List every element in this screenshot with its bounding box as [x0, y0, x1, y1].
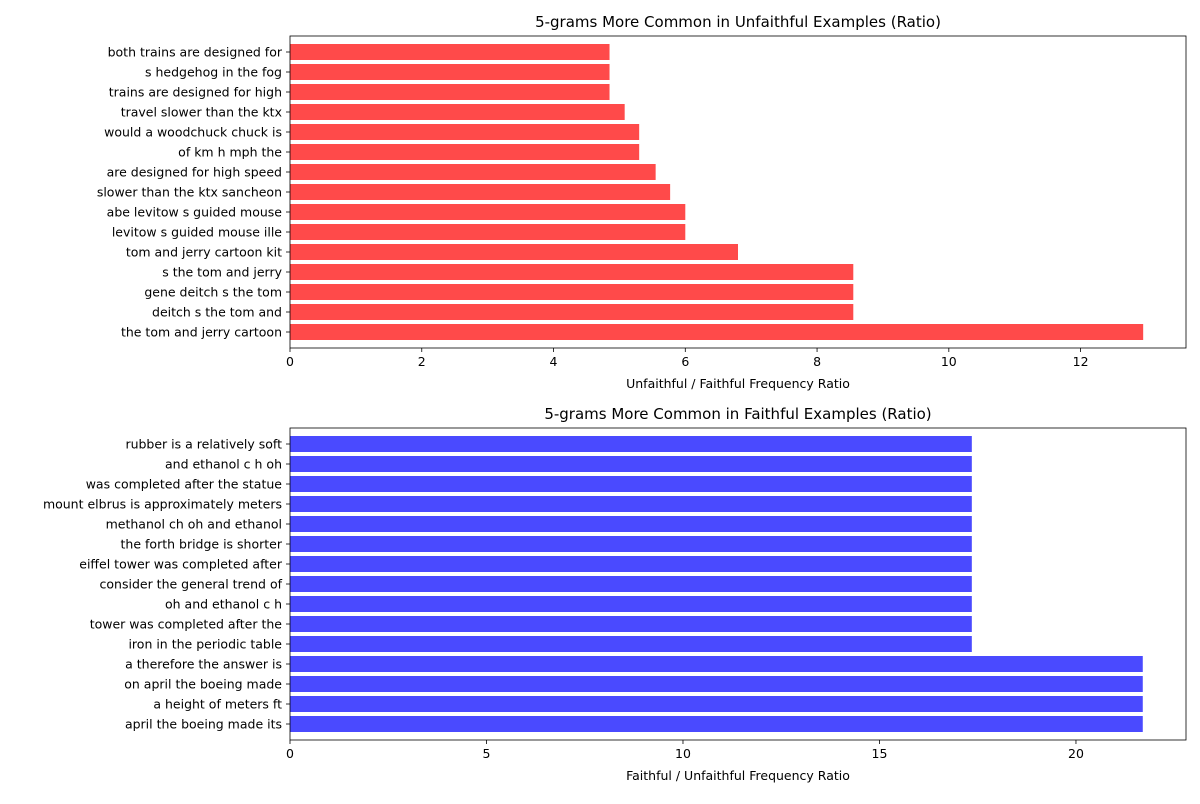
faithful-bar — [290, 696, 1143, 712]
faithful-x-tick-label: 5 — [483, 746, 491, 761]
unfaithful-axes-frame — [289, 35, 1187, 349]
unfaithful-y-tick-label: would a woodchuck chuck is — [104, 125, 282, 140]
faithful-y-tick-label: was completed after the statue — [86, 477, 283, 492]
faithful-y-tick-label: mount elbrus is approximately meters — [43, 497, 282, 512]
unfaithful-x-tick-label: 12 — [1073, 354, 1089, 369]
faithful-bar — [290, 436, 972, 452]
faithful-y-tick-label: methanol ch oh and ethanol — [106, 517, 282, 532]
unfaithful-bar — [290, 264, 854, 280]
unfaithful-chart-title: 5-grams More Common in Unfaithful Exampl… — [535, 13, 941, 31]
unfaithful-x-tick-label: 0 — [286, 354, 294, 369]
faithful-x-tick-label: 20 — [1068, 746, 1084, 761]
unfaithful-x-axis-label: Unfaithful / Faithful Frequency Ratio — [626, 376, 850, 391]
faithful-bar — [290, 716, 1143, 732]
unfaithful-y-tick-label: levitow s guided mouse ille — [112, 225, 282, 240]
faithful-y-tick-label: a height of meters ft — [153, 697, 282, 712]
unfaithful-bar — [290, 164, 656, 180]
unfaithful-bar — [290, 104, 625, 120]
faithful-y-tick-label: consider the general trend of — [100, 577, 283, 592]
unfaithful-x-tick-label: 10 — [941, 354, 957, 369]
unfaithful-bar — [290, 284, 854, 300]
unfaithful-bar — [290, 64, 610, 80]
faithful-bar — [290, 636, 972, 652]
unfaithful-bar — [290, 44, 610, 60]
unfaithful-bar — [290, 124, 640, 140]
faithful-bar — [290, 576, 972, 592]
faithful-bar — [290, 616, 972, 632]
faithful-bar — [290, 516, 972, 532]
unfaithful-bar — [290, 304, 854, 320]
unfaithful-x-tick-label: 4 — [550, 354, 558, 369]
faithful-y-tick-label: the forth bridge is shorter — [121, 537, 283, 552]
unfaithful-y-tick-label: abe levitow s guided mouse — [107, 205, 283, 220]
faithful-ratio-chart: april the boeing made its a height of met… — [43, 405, 1187, 783]
faithful-axes-frame — [289, 427, 1187, 741]
faithful-y-tick-label: iron in the periodic table — [128, 637, 282, 652]
faithful-x-tick-label: 15 — [872, 746, 888, 761]
unfaithful-bar — [290, 224, 686, 240]
faithful-x-tick-label: 10 — [675, 746, 691, 761]
unfaithful-y-tick-label: slower than the ktx sancheon — [97, 185, 282, 200]
unfaithful-y-tick-label: s hedgehog in the fog — [145, 65, 282, 80]
unfaithful-y-tick-label: travel slower than the ktx — [121, 105, 282, 120]
faithful-bar — [290, 596, 972, 612]
faithful-chart-title: 5-grams More Common in Faithful Examples… — [544, 405, 931, 423]
faithful-y-tick-label: on april the boeing made — [124, 677, 282, 692]
unfaithful-y-tick-label: are designed for high speed — [107, 165, 282, 180]
unfaithful-y-tick-label: of km h mph the — [178, 145, 282, 160]
faithful-x-tick-label: 0 — [286, 746, 294, 761]
faithful-bar — [290, 676, 1143, 692]
faithful-bar — [290, 456, 972, 472]
unfaithful-y-tick-label: deitch s the tom and — [152, 305, 282, 320]
unfaithful-bar — [290, 184, 671, 200]
unfaithful-y-tick-label: gene deitch s the tom — [144, 285, 282, 300]
unfaithful-bar — [290, 244, 738, 260]
faithful-y-tick-label: tower was completed after the — [90, 617, 283, 632]
faithful-bar — [290, 496, 972, 512]
faithful-y-tick-label: april the boeing made its — [125, 717, 282, 732]
faithful-y-tick-label: rubber is a relatively soft — [125, 437, 282, 452]
faithful-bar — [290, 536, 972, 552]
unfaithful-ratio-chart: the tom and jerry cartoon deitch s the to… — [97, 13, 1187, 391]
faithful-bar — [290, 556, 972, 572]
unfaithful-bar — [290, 324, 1144, 340]
faithful-bar — [290, 656, 1143, 672]
faithful-x-axis-label: Faithful / Unfaithful Frequency Ratio — [626, 768, 850, 783]
unfaithful-bar — [290, 144, 640, 160]
faithful-y-tick-label: and ethanol c h oh — [165, 457, 282, 472]
unfaithful-x-tick-label: 8 — [813, 354, 821, 369]
unfaithful-bar — [290, 84, 610, 100]
unfaithful-bar — [290, 204, 686, 220]
faithful-y-tick-label: a therefore the answer is — [125, 657, 282, 672]
faithful-bar — [290, 476, 972, 492]
unfaithful-y-tick-label: the tom and jerry cartoon — [121, 325, 282, 340]
unfaithful-y-tick-label: trains are designed for high — [109, 85, 282, 100]
faithful-y-tick-label: eiffel tower was completed after — [79, 557, 283, 572]
unfaithful-x-tick-label: 6 — [681, 354, 689, 369]
unfaithful-x-tick-label: 2 — [418, 354, 426, 369]
unfaithful-y-tick-label: tom and jerry cartoon kit — [126, 245, 282, 260]
unfaithful-y-tick-label: both trains are designed for — [108, 45, 283, 60]
faithful-y-tick-label: oh and ethanol c h — [165, 597, 282, 612]
unfaithful-y-tick-label: s the tom and jerry — [162, 265, 282, 280]
